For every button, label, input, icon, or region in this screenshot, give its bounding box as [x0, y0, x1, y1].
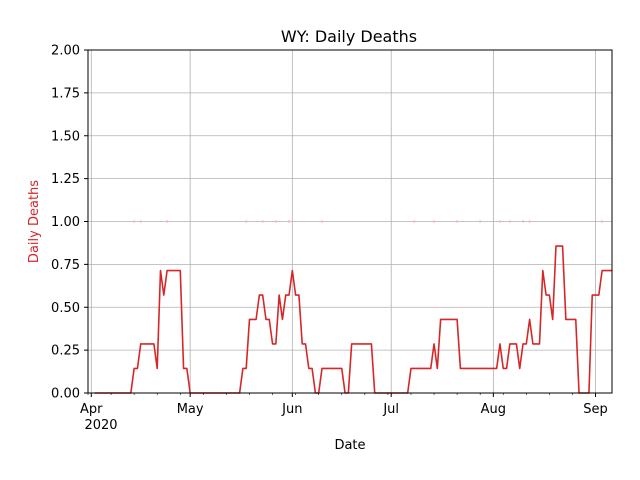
data-point: [528, 220, 531, 223]
data-point: [320, 220, 324, 223]
y-tick-label: 0.50: [51, 301, 80, 316]
data-point: [413, 220, 416, 223]
x-tick-label: Jul: [382, 402, 399, 417]
data-point: [244, 220, 248, 223]
data-point: [508, 220, 512, 223]
data-point: [139, 220, 142, 223]
data-point: [165, 220, 169, 223]
x-tick-label: Jun: [281, 402, 302, 417]
data-point: [478, 220, 482, 223]
data-point: [432, 220, 436, 223]
y-tick-label: 0.00: [51, 387, 80, 402]
x-year-label: 2020: [84, 418, 117, 433]
x-tick-label: Aug: [481, 402, 506, 417]
data-point: [455, 220, 459, 223]
y-tick-label: 1.50: [51, 129, 80, 144]
data-point: [287, 220, 291, 223]
data-point: [498, 220, 502, 223]
data-point: [261, 220, 264, 223]
x-axis-label: Date: [334, 438, 365, 453]
x-tick-label: Apr: [80, 402, 103, 417]
data-point: [521, 220, 525, 223]
data-point: [600, 220, 604, 223]
y-axis-label: Daily Deaths: [27, 180, 42, 263]
x-tick-label: May: [177, 402, 204, 417]
y-tick-label: 0.25: [51, 344, 80, 359]
axes: 0.00 0.25 0.50 0.75 1.00 1.25 1.50 1.75 2.00 Apr M…: [51, 44, 608, 418]
y-tick-label: 1.25: [51, 172, 80, 187]
data-point: [132, 220, 136, 223]
chart-title: WY: Daily Deaths: [281, 27, 417, 46]
data-point: [274, 220, 278, 223]
y-tick-label: 2.00: [51, 44, 80, 59]
y-tick-label: 1.75: [51, 86, 80, 101]
x-tick-label: Sep: [583, 402, 608, 417]
y-tick-label: 0.75: [51, 258, 80, 273]
y-tick-label: 1.00: [51, 215, 80, 230]
